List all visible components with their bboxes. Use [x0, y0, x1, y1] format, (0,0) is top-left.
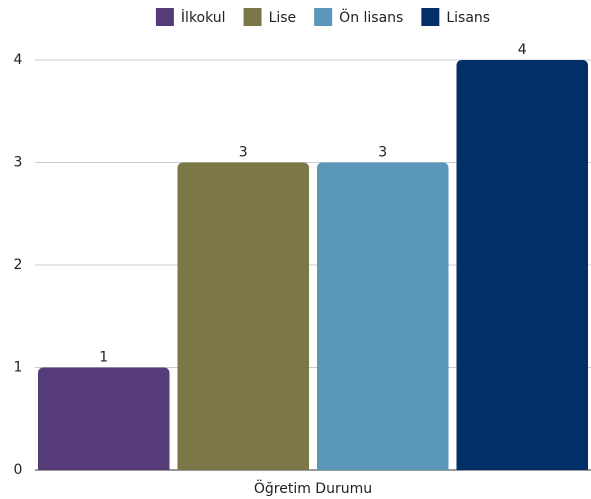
y-tick-label: 4 [14, 52, 23, 68]
y-tick-label: 0 [14, 462, 23, 478]
legend-swatch [155, 8, 174, 26]
legend-swatch [243, 8, 262, 26]
bar [177, 162, 309, 470]
data-label: 3 [378, 145, 387, 161]
y-tick-label: 3 [14, 155, 23, 171]
legend-swatch [314, 8, 333, 26]
legend-label: Lise [269, 10, 297, 26]
legend-label: Lisans [446, 10, 490, 26]
data-label: 3 [239, 145, 248, 161]
bar [317, 162, 449, 470]
y-tick-label: 2 [14, 257, 23, 273]
x-axis-label: Öğretim Durumu [254, 479, 372, 497]
legend-label: Ön lisans [339, 8, 403, 26]
legend-swatch [421, 8, 440, 26]
y-tick-label: 1 [14, 360, 23, 376]
legend-label: İlkokul [181, 8, 226, 26]
data-label: 4 [518, 42, 527, 58]
data-label: 1 [99, 350, 108, 366]
bar [38, 367, 170, 470]
bar [456, 60, 588, 470]
